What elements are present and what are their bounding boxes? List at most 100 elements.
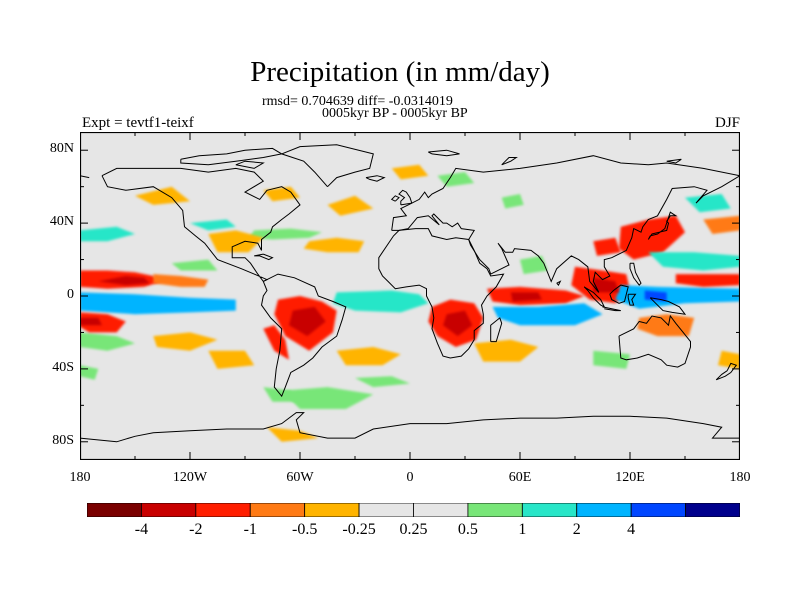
coastline [428, 149, 460, 157]
anomaly-south-pacific-convergence-moistening [80, 292, 236, 315]
coastline [260, 273, 347, 398]
anomaly-australia-drying [637, 314, 695, 337]
lat-tick-label: 80N [49, 141, 74, 157]
anomaly-core [510, 292, 542, 302]
coastline [378, 228, 505, 359]
coastline [80, 175, 90, 179]
anomaly-patch [263, 186, 300, 202]
colorbar-swatch [87, 503, 142, 517]
colorbar-label: 1 [518, 521, 527, 538]
anomaly-atlantic-itcz-moistening [333, 290, 429, 313]
colorbar-swatch [358, 503, 414, 517]
anomaly-patch [355, 376, 410, 388]
coastline [556, 280, 562, 286]
anomaly-patch [153, 332, 218, 351]
anomaly-patch [80, 332, 135, 351]
colorbar-label: 2 [572, 521, 581, 538]
colorbar-label: 4 [627, 521, 636, 538]
anomaly-north-atlantic-drying [303, 237, 365, 253]
anomaly-patch [171, 259, 218, 271]
anomaly-north-pacific-moistening [648, 252, 740, 271]
coastline [490, 317, 503, 343]
anomaly-patch [593, 237, 621, 256]
anomaly-north-america-drying [208, 230, 264, 253]
map-border [80, 132, 740, 460]
anomaly-patch [327, 195, 374, 216]
anomaly-core [98, 276, 150, 286]
colorbar-label: -0.5 [291, 521, 318, 538]
coastline [501, 157, 518, 166]
experiment-label: Expt = tevtf1-teixf [82, 115, 194, 131]
colorbar-label: -1 [243, 521, 257, 538]
coastline [101, 167, 301, 283]
anomaly-southern-ocean-moistening [281, 387, 374, 409]
anomaly-core [289, 306, 326, 337]
lat-tick-label: 40N [49, 214, 74, 230]
colorbar-label: -4 [134, 521, 149, 538]
lon-tick-label: 180 [729, 470, 751, 485]
coastline [365, 175, 386, 182]
coastline [280, 144, 374, 188]
anomaly-patch [135, 186, 190, 205]
anomaly-core [443, 310, 473, 337]
precipitation-map [80, 132, 740, 460]
colorbar [87, 503, 740, 517]
colorbar-swatch [249, 503, 306, 517]
colorbar-swatch [630, 503, 686, 517]
lon-tick-label: 180 [69, 470, 91, 485]
coastline [618, 314, 691, 368]
anomaly-central-pacific-drying [675, 274, 740, 287]
anomaly-north-atlantic-moistening [248, 228, 322, 240]
map-title: Precipitation (in mm/day) [250, 56, 550, 88]
coastline [180, 147, 284, 166]
colorbar-swatch [304, 503, 360, 517]
colorbar-label: -0.25 [342, 521, 376, 538]
anomaly-patch [391, 164, 429, 180]
lat-tick-label: 40S [52, 359, 74, 375]
coastline [235, 160, 265, 169]
anomaly-northwest-pacific-drying [619, 215, 685, 260]
coastline [391, 155, 740, 231]
anomaly-core [80, 317, 102, 326]
colorbar-swatch [195, 503, 251, 517]
anomaly-pacific-itcz-drying-2 [153, 274, 209, 287]
lon-tick-label: 60W [286, 470, 314, 485]
anomaly-core [593, 277, 619, 293]
coastline [627, 293, 637, 306]
coastline [398, 189, 413, 206]
lon-tick-label: 0 [406, 470, 414, 485]
coastline [254, 253, 274, 261]
anomaly-south-atlantic-drying [336, 347, 401, 366]
coastline [629, 262, 642, 286]
coastline [666, 158, 682, 164]
anomaly-patch [190, 219, 236, 231]
lat-tick-label: 0 [67, 287, 74, 302]
coastline [80, 412, 740, 443]
colorbar-swatch [521, 503, 578, 517]
coastline [647, 211, 678, 240]
anomaly-patch [208, 350, 255, 369]
anomaly-patch [703, 215, 740, 234]
season-label: DJF [714, 115, 740, 131]
colorbar-swatch [141, 503, 197, 517]
colorbar-label: -2 [189, 521, 203, 538]
coastline [583, 286, 606, 309]
anomaly-southern-indian-drying [474, 339, 539, 362]
colorbar-label: 0.25 [399, 521, 428, 538]
anomaly-core [644, 290, 667, 302]
period-line: 0005kyr BP - 0005kyr BP [322, 106, 468, 121]
lon-tick-label: 60E [508, 470, 532, 485]
lon-tick-label: 120W [172, 470, 208, 485]
coastline [715, 362, 738, 381]
lat-tick-label: 80S [52, 432, 74, 448]
stats-line: rmsd= 0.704639 diff= -0.0314019 [262, 94, 453, 109]
colorbar-swatch [685, 503, 740, 517]
coastline [609, 284, 629, 304]
anomaly-patch [267, 427, 319, 442]
colorbar-swatch [576, 503, 632, 517]
colorbar-swatch [413, 503, 469, 517]
colorbar-label: 0.5 [457, 521, 478, 538]
anomaly-patch [501, 194, 524, 209]
anomaly-south-america-drying-2 [263, 325, 289, 360]
anomaly-southeast-pacific-drying [80, 312, 126, 333]
